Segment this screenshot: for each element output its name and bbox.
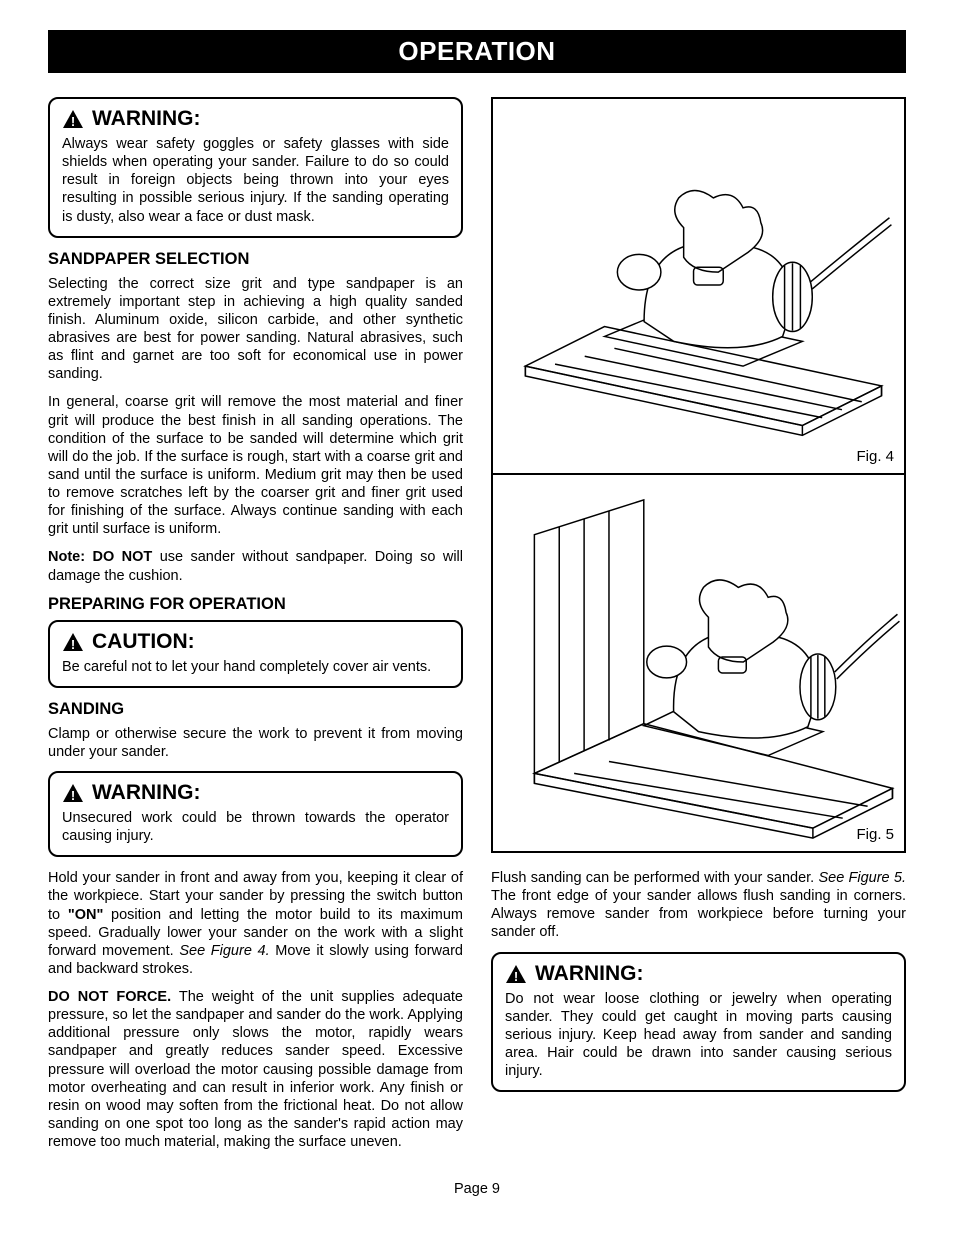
page-number: Page 9 [48,1181,906,1197]
warning-title: WARNING: [92,781,201,805]
caution-box-vents: ! CAUTION: Be careful not to let your ha… [48,620,463,688]
flush-pre: Flush sanding can be performed with your… [491,870,818,886]
force-rest: The weight of the unit supplies adequate… [48,989,463,1150]
heading-sanding: SANDING [48,700,463,719]
warning-title: WARNING: [535,962,644,986]
figure-4-label: Fig. 4 [856,448,894,465]
paragraph-sandpaper-note: Note: DO NOT use sander without sandpape… [48,548,463,584]
heading-sandpaper-selection: SANDPAPER SELECTION [48,250,463,269]
warning-triangle-icon: ! [62,109,84,129]
figure-4-box: Fig. 4 [491,97,906,475]
warning-title: WARNING: [92,107,201,131]
on-literal: "ON" [68,907,104,923]
svg-text:!: ! [514,969,518,984]
note-lead: Note: DO NOT [48,549,152,565]
paragraph-flush-sanding: Flush sanding can be performed with your… [491,869,906,942]
figure-5-illustration [493,475,904,851]
warning-body: Unsecured work could be thrown towards t… [62,809,449,845]
flush-post: The front edge of your sander allows flu… [491,888,906,940]
paragraph-sandpaper-2: In general, coarse grit will remove the … [48,393,463,538]
warning-box-unsecured: ! WARNING: Unsecured work could be throw… [48,771,463,857]
warning-triangle-icon: ! [62,632,84,652]
paragraph-do-not-force: DO NOT FORCE. The weight of the unit sup… [48,988,463,1151]
caution-body: Be careful not to let your hand complete… [62,658,449,676]
warning-triangle-icon: ! [62,783,84,803]
force-lead: DO NOT FORCE. [48,989,171,1005]
right-column: Fig. 4 [491,97,906,1161]
warning-body: Always wear safety goggles or safety gla… [62,135,449,226]
figure-5-box: Fig. 5 [491,475,906,853]
svg-text:!: ! [71,114,75,129]
svg-text:!: ! [71,637,75,652]
two-column-layout: ! WARNING: Always wear safety goggles or… [48,97,906,1161]
warning-triangle-icon: ! [505,964,527,984]
warning-box-goggles: ! WARNING: Always wear safety goggles or… [48,97,463,238]
paragraph-sanding-clamp: Clamp or otherwise secure the work to pr… [48,725,463,761]
paragraph-sandpaper-1: Selecting the correct size grit and type… [48,275,463,384]
figure-4-illustration [493,99,904,473]
heading-preparing: PREPARING FOR OPERATION [48,595,463,614]
figure-5-label: Fig. 5 [856,826,894,843]
warning-box-clothing: ! WARNING: Do not wear loose clothing or… [491,952,906,1093]
see-figure-5: See Figure 5. [818,870,906,886]
see-figure-4: See Figure 4. [179,943,269,959]
caution-title: CAUTION: [92,630,195,654]
svg-text:!: ! [71,788,75,803]
left-column: ! WARNING: Always wear safety goggles or… [48,97,463,1161]
section-banner: OPERATION [48,30,906,73]
paragraph-hold-sander: Hold your sander in front and away from … [48,869,463,978]
warning-body: Do not wear loose clothing or jewelry wh… [505,990,892,1081]
